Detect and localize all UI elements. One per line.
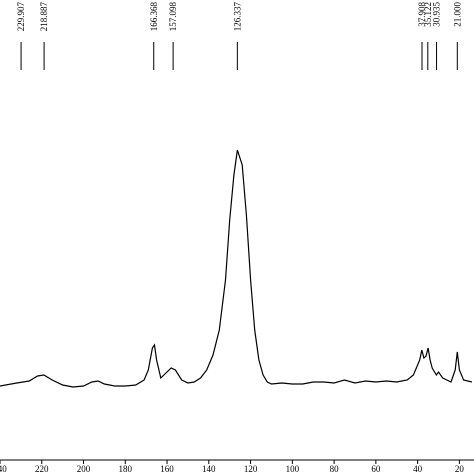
x-tick-label: 200 (77, 464, 91, 474)
peak-label: 218.887 (39, 2, 49, 32)
x-tick-label: 80 (330, 464, 340, 474)
x-tick-label: 120 (244, 464, 258, 474)
spectrum (0, 149, 473, 388)
x-tick-label: 240 (0, 464, 7, 474)
peak-label: 126.337 (232, 2, 242, 32)
x-tick-label: 100 (286, 464, 300, 474)
peak-label: 229.907 (16, 2, 26, 32)
x-tick-label: 20 (455, 464, 465, 474)
peak-label: 157.098 (168, 2, 178, 32)
x-tick-label: 60 (371, 464, 381, 474)
peak-label: 21.000 (452, 2, 462, 27)
x-tick-label: 220 (35, 464, 49, 474)
peak-label: 30.935 (432, 2, 442, 27)
peak-label: 166.368 (149, 2, 159, 32)
x-tick-label: 140 (202, 464, 216, 474)
peak-label: 37.908 (417, 2, 427, 27)
x-tick-label: 40 (413, 464, 423, 474)
x-tick-label: 160 (160, 464, 174, 474)
x-tick-label: 180 (119, 464, 133, 474)
peak-label: 35.122 (423, 2, 433, 27)
